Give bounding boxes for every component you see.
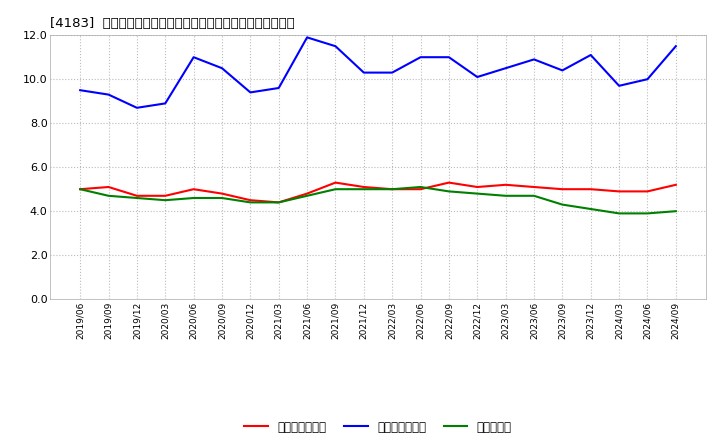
買入債務回転率 bbox=[586, 52, 595, 58]
売上債権回転率 bbox=[274, 200, 283, 205]
在庫回転率 bbox=[586, 206, 595, 212]
売上債権回転率 bbox=[161, 193, 170, 198]
売上債権回転率 bbox=[246, 198, 255, 203]
買入債務回転率 bbox=[161, 101, 170, 106]
在庫回転率 bbox=[161, 198, 170, 203]
在庫回転率 bbox=[217, 195, 226, 201]
Legend: 売上債権回転率, 買入債務回転率, 在庫回転率: 売上債権回転率, 買入債務回転率, 在庫回転率 bbox=[240, 416, 516, 438]
売上債権回転率 bbox=[359, 184, 368, 190]
買入債務回転率 bbox=[672, 44, 680, 49]
売上債権回転率 bbox=[444, 180, 453, 185]
売上債権回転率 bbox=[473, 184, 482, 190]
買入債務回転率 bbox=[76, 88, 84, 93]
在庫回転率 bbox=[246, 200, 255, 205]
売上債権回転率 bbox=[501, 182, 510, 187]
買入債務回転率 bbox=[104, 92, 113, 97]
売上債権回転率 bbox=[615, 189, 624, 194]
Text: [4183]  売上債権回転率、買入債務回転率、在庫回転率の推移: [4183] 売上債権回転率、買入債務回転率、在庫回転率の推移 bbox=[50, 17, 295, 30]
買入債務回転率 bbox=[473, 74, 482, 80]
買入債務回転率 bbox=[217, 66, 226, 71]
買入債務回転率 bbox=[444, 55, 453, 60]
買入債務回転率 bbox=[331, 44, 340, 49]
在庫回転率 bbox=[530, 193, 539, 198]
在庫回転率 bbox=[388, 187, 397, 192]
在庫回転率 bbox=[76, 187, 84, 192]
在庫回転率 bbox=[104, 193, 113, 198]
在庫回転率 bbox=[558, 202, 567, 207]
買入債務回転率 bbox=[615, 83, 624, 88]
在庫回転率 bbox=[274, 200, 283, 205]
買入債務回転率 bbox=[246, 90, 255, 95]
Line: 買入債務回転率: 買入債務回転率 bbox=[80, 37, 676, 108]
売上債権回転率 bbox=[303, 191, 312, 196]
買入債務回転率 bbox=[274, 85, 283, 91]
売上債権回転率 bbox=[189, 187, 198, 192]
売上債権回転率 bbox=[558, 187, 567, 192]
在庫回転率 bbox=[303, 193, 312, 198]
買入債務回転率 bbox=[501, 66, 510, 71]
Line: 売上債権回転率: 売上債権回転率 bbox=[80, 183, 676, 202]
買入債務回転率 bbox=[388, 70, 397, 75]
買入債務回転率 bbox=[530, 57, 539, 62]
買入債務回転率 bbox=[303, 35, 312, 40]
買入債務回転率 bbox=[558, 68, 567, 73]
在庫回転率 bbox=[643, 211, 652, 216]
買入債務回転率 bbox=[189, 55, 198, 60]
売上債権回転率 bbox=[132, 193, 141, 198]
売上債権回転率 bbox=[217, 191, 226, 196]
在庫回転率 bbox=[132, 195, 141, 201]
売上債権回転率 bbox=[388, 187, 397, 192]
売上債権回転率 bbox=[76, 187, 84, 192]
売上債権回転率 bbox=[530, 184, 539, 190]
在庫回転率 bbox=[331, 187, 340, 192]
買入債務回転率 bbox=[643, 77, 652, 82]
在庫回転率 bbox=[359, 187, 368, 192]
売上債権回転率 bbox=[331, 180, 340, 185]
売上債権回転率 bbox=[672, 182, 680, 187]
売上債権回転率 bbox=[643, 189, 652, 194]
売上債権回転率 bbox=[416, 187, 425, 192]
売上債権回転率 bbox=[586, 187, 595, 192]
売上債権回転率 bbox=[104, 184, 113, 190]
買入債務回転率 bbox=[359, 70, 368, 75]
在庫回転率 bbox=[444, 189, 453, 194]
在庫回転率 bbox=[416, 184, 425, 190]
在庫回転率 bbox=[473, 191, 482, 196]
在庫回転率 bbox=[615, 211, 624, 216]
在庫回転率 bbox=[501, 193, 510, 198]
Line: 在庫回転率: 在庫回転率 bbox=[80, 187, 676, 213]
在庫回転率 bbox=[672, 209, 680, 214]
買入債務回転率 bbox=[132, 105, 141, 110]
在庫回転率 bbox=[189, 195, 198, 201]
買入債務回転率 bbox=[416, 55, 425, 60]
